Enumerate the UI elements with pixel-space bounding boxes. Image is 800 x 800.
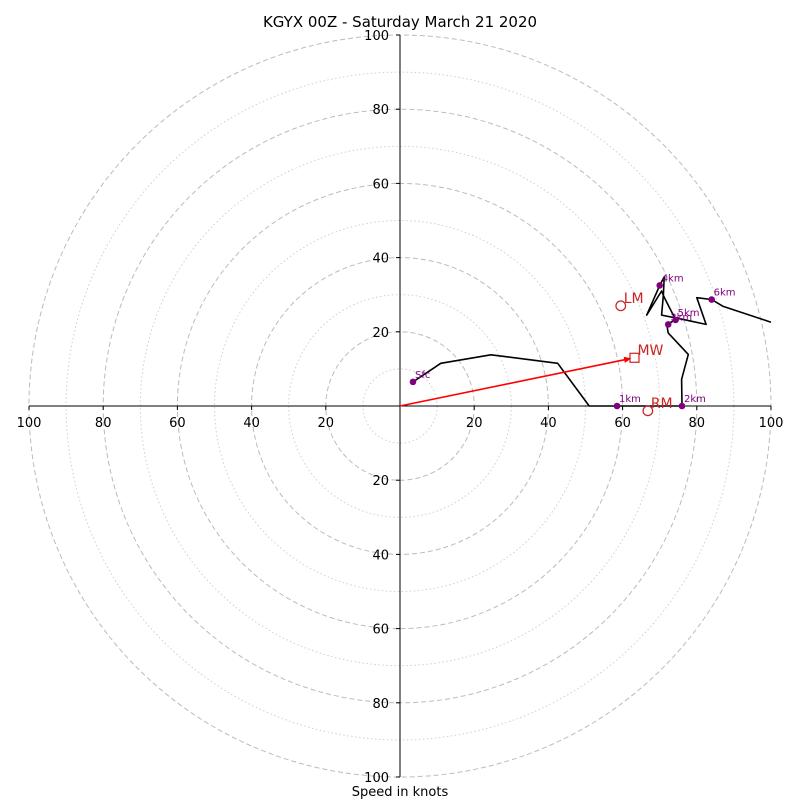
tick-label-down-60: 60 <box>372 623 389 638</box>
height-label-3km: 3km <box>670 312 692 323</box>
storm-label-RM: RM <box>651 396 673 412</box>
tick-label-right-80: 80 <box>689 416 706 431</box>
tick-label-right-100: 100 <box>759 416 784 431</box>
tick-label-right-40: 40 <box>540 416 557 431</box>
hodograph-line <box>412 276 772 407</box>
tick-label-left-40: 40 <box>243 416 260 431</box>
height-marker-3km <box>664 321 672 328</box>
height-marker-1km <box>613 402 621 410</box>
height-label-5km: 5km <box>678 308 700 319</box>
height-marker-2km <box>678 402 686 410</box>
tick-label-up-60: 60 <box>372 177 389 192</box>
height-marker-5km <box>672 316 679 324</box>
height-marker-Sfc <box>409 378 417 386</box>
tick-label-right-20: 20 <box>466 416 483 431</box>
tick-label-up-80: 80 <box>372 103 389 118</box>
tick-label-left-20: 20 <box>318 416 335 431</box>
tick-label-down-80: 80 <box>372 697 389 712</box>
hodograph-trace <box>412 276 772 407</box>
height-label-2km: 2km <box>684 394 706 405</box>
height-label-4km: 4km <box>662 273 684 284</box>
height-markers: Sfc 1km 2km 3km 4km 5km 6km <box>409 273 736 410</box>
shear-vector-line <box>399 358 629 407</box>
storm-label-MW: MW <box>637 343 663 359</box>
storm-marker-LM <box>615 300 627 312</box>
storm-marker-MW <box>629 352 640 363</box>
storm-label-LM: LM <box>624 291 644 307</box>
tick-label-up-100: 100 <box>364 29 389 44</box>
tick-label-left-80: 80 <box>95 416 112 431</box>
tick-label-down-20: 20 <box>372 474 389 489</box>
height-marker-4km <box>656 282 663 289</box>
storm-motion-markers: LM RM MW <box>615 291 673 417</box>
shear-vector <box>399 356 632 407</box>
tick-label-left-60: 60 <box>169 416 186 431</box>
tick-label-right-60: 60 <box>614 416 631 431</box>
height-marker-6km <box>708 296 715 303</box>
ring-tick-labels: 20 20 20 20 40 40 40 40 60 60 60 60 80 80 80 80 100 100 10… <box>17 29 784 786</box>
tick-label-up-40: 40 <box>372 252 389 267</box>
tick-label-down-40: 40 <box>372 548 389 563</box>
storm-marker-RM <box>642 405 654 417</box>
tick-label-up-20: 20 <box>372 326 389 341</box>
height-label-1km: 1km <box>619 394 641 405</box>
height-label-Sfc: Sfc <box>415 370 430 381</box>
tick-label-down-100: 100 <box>364 771 389 786</box>
height-label-6km: 6km <box>714 288 736 299</box>
chart-title: KGYX 00Z - Saturday March 21 2020 <box>263 13 537 31</box>
tick-label-left-100: 100 <box>17 416 42 431</box>
x-axis-label: Speed in knots <box>352 785 449 800</box>
